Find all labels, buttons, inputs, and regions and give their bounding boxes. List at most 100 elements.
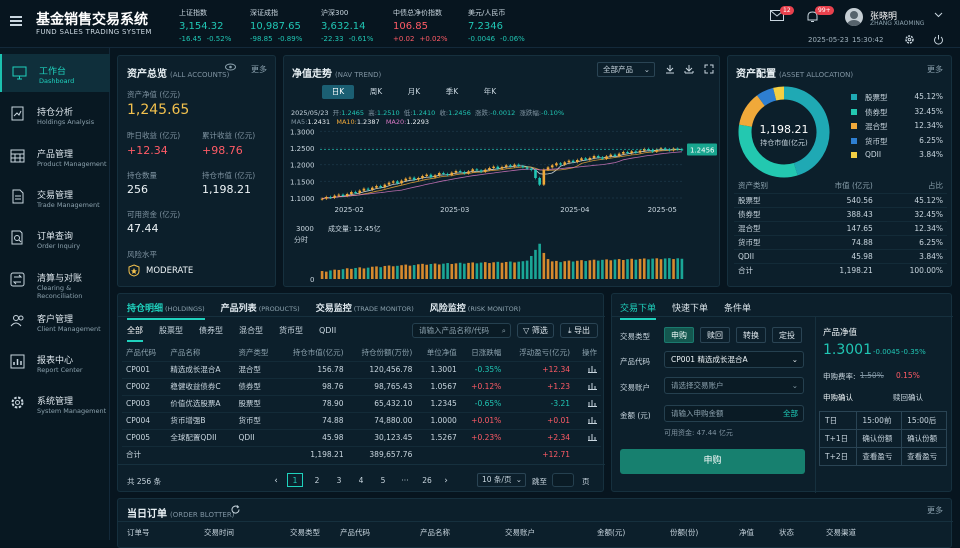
volume-bar [638, 258, 642, 279]
prev-page-button[interactable]: ‹ [274, 476, 278, 486]
period-tab[interactable]: 季K [445, 87, 459, 96]
tab-holdings[interactable]: 持仓明细 (HOLDINGS) [127, 301, 205, 320]
download-icon[interactable] [665, 64, 675, 77]
chart-icon[interactable] [588, 416, 597, 426]
tab-risk-monitor[interactable]: 风险监控 (RISK MONITOR) [430, 301, 521, 314]
filter-button[interactable]: ▽ 筛选 [517, 323, 554, 338]
sidebar-item-trade-management[interactable]: 交易管理 Trade Management [0, 178, 110, 216]
trade-tab[interactable]: 交易下单 [620, 301, 657, 320]
trade-type-button[interactable]: 赎回 [700, 327, 730, 343]
search-input[interactable]: 请输入产品名称/代码 ⌕ [412, 323, 511, 338]
market-index[interactable]: 沪深300 3,632.14 -22.33 -0.61% [321, 8, 373, 43]
page-button[interactable]: 26 [422, 476, 432, 485]
donut-slice[interactable] [738, 124, 798, 178]
donut-slice[interactable] [773, 86, 785, 101]
table-row[interactable]: CP002 稳健收益债券C 债券型 98.76 98,765.43 1.0567 +0.12… [122, 377, 601, 395]
page-button[interactable]: 3 [336, 476, 342, 485]
available-cash-value: 47.44 [127, 222, 159, 235]
table-row[interactable]: CP003 价值优选股票A 股票型 78.90 65,432.10 1.2345 -0.65… [122, 394, 601, 412]
amount-input[interactable]: 请输入申购金额 全部 [664, 405, 804, 422]
column-header: 交易账户 [505, 528, 535, 537]
mail-icon[interactable]: 12 [770, 6, 794, 24]
chevron-down-icon[interactable] [934, 11, 943, 21]
page-button[interactable]: 4 [358, 476, 364, 485]
product-select[interactable]: 全部产品 ⌄ [597, 62, 655, 77]
page-button[interactable]: ··· [401, 476, 409, 485]
chart-icon[interactable] [588, 382, 597, 392]
table-row[interactable]: CP004 货币增强B 货币型 74.88 74,880.00 1.0000 +0.01% +… [122, 411, 601, 429]
filter-tab[interactable]: QDII [319, 326, 337, 335]
period-tab[interactable]: 月K [407, 87, 421, 96]
volume-bar [429, 263, 433, 279]
chart-icon[interactable] [588, 365, 597, 375]
fullscreen-icon[interactable] [704, 64, 714, 77]
schedule-cell: 查看盈亏 [856, 447, 903, 466]
table-row[interactable]: CP005 全球配置QDII QDII 45.98 30,123.45 1.5267 +0.… [122, 428, 601, 446]
all-amount-link[interactable]: 全部 [783, 409, 798, 418]
search-icon[interactable]: ⌕ [501, 326, 506, 335]
sidebar-item-order-inquiry[interactable]: 订单查询 Order Inquiry [0, 219, 110, 257]
period-tab[interactable]: 周K [369, 87, 383, 96]
sidebar-item-client-management[interactable]: 客户管理 Client Management [0, 302, 110, 340]
avatar[interactable] [845, 8, 863, 26]
refresh-icon[interactable] [231, 505, 240, 517]
page-button[interactable]: 1 [287, 473, 303, 487]
goto-page-input[interactable] [552, 473, 574, 487]
candle [496, 166, 500, 169]
schedule-cell: 查看盈亏 [901, 447, 947, 466]
allocation-more-link[interactable]: 更多 [927, 65, 943, 74]
index-change-pct: -0.06% [500, 35, 525, 43]
donut-slice[interactable] [783, 86, 830, 176]
trade-type-button[interactable]: 申购 [664, 327, 694, 343]
table-row[interactable]: CP001 精选成长混合A 混合型 156.78 120,456.78 1.3001 -0.… [122, 360, 601, 378]
sidebar-item-dashboard[interactable]: 工作台 Dashboard [0, 54, 110, 92]
candlestick-chart[interactable]: 1.3000 1.2500 1.2000 1.1500 1.1000 1.2456 2025… [284, 126, 721, 286]
bell-icon[interactable]: 99+ [806, 6, 834, 26]
eye-icon[interactable] [225, 63, 236, 74]
overview-more-link[interactable]: 更多 [251, 65, 267, 74]
sidebar-item-product-management[interactable]: 产品管理 Product Management [0, 137, 110, 175]
gear-icon[interactable] [904, 34, 915, 48]
operation-cell [574, 394, 601, 412]
donut-slice[interactable] [757, 87, 777, 106]
filter-tab[interactable]: 全部 [127, 325, 143, 342]
market-index[interactable]: 美元/人民币 7.2346 -0.0046 -0.06% [468, 8, 525, 43]
index-name: 美元/人民币 [468, 9, 506, 17]
market-index[interactable]: 深证成指 10,987.65 -98.85 -0.89% [250, 8, 302, 43]
sidebar-item-report-center[interactable]: 报表中心 Report Center [0, 343, 110, 381]
tab-trade-monitor[interactable]: 交易监控 (TRADE MONITOR) [316, 301, 414, 314]
export-button[interactable]: ⤓ 导出 [560, 323, 598, 338]
trade-type-button[interactable]: 定投 [772, 327, 802, 343]
donut-slice[interactable] [739, 95, 766, 128]
chart-icon[interactable] [588, 399, 597, 409]
sidebar-item-holdings-analysis[interactable]: 持仓分析 Holdings Analysis [0, 95, 110, 133]
page-button[interactable]: 2 [314, 476, 320, 485]
filter-tab[interactable]: 货币型 [279, 326, 303, 335]
market-index[interactable]: 上证指数 3,154.32 -16.45 -0.52% [179, 8, 231, 43]
menu-icon[interactable] [10, 16, 22, 26]
filter-tab[interactable]: 债券型 [199, 326, 223, 335]
trade-account-select[interactable]: 请选择交易账户 ⌄ [664, 377, 804, 394]
trade-tab[interactable]: 快速下单 [672, 304, 709, 314]
page-button[interactable]: 5 [380, 476, 386, 485]
subscribe-submit-button[interactable]: 申购 [620, 449, 805, 474]
filter-tab[interactable]: 混合型 [239, 326, 263, 335]
chart-icon[interactable] [588, 433, 597, 443]
period-tab[interactable]: 年K [483, 87, 497, 96]
trade-type-button[interactable]: 转换 [736, 327, 766, 343]
sidebar-item-system-management[interactable]: 系统管理 System Management [0, 384, 110, 422]
tab-products[interactable]: 产品列表 (PRODUCTS) [221, 301, 300, 314]
next-page-button[interactable]: › [444, 476, 448, 486]
filter-tab[interactable]: 股票型 [159, 326, 183, 335]
sidebar-item-clearing-reconciliation[interactable]: 清算与对账 Clearing & Reconciliation [0, 261, 110, 300]
power-icon[interactable] [933, 34, 944, 48]
market-index[interactable]: 中债总净价指数 106.85 +0.02 +0.02% [393, 8, 448, 43]
product-code-select[interactable]: CP001 精选成长混合A ⌄ [664, 351, 804, 368]
candle [609, 154, 613, 157]
orders-more-link[interactable]: 更多 [927, 506, 943, 515]
volume-bar [672, 259, 675, 279]
trade-tab[interactable]: 条件单 [724, 304, 752, 314]
period-tab[interactable]: 日K [322, 85, 354, 99]
page-size-select[interactable]: 10 条/页 ⌄ [477, 473, 526, 487]
export-icon[interactable] [684, 64, 694, 77]
